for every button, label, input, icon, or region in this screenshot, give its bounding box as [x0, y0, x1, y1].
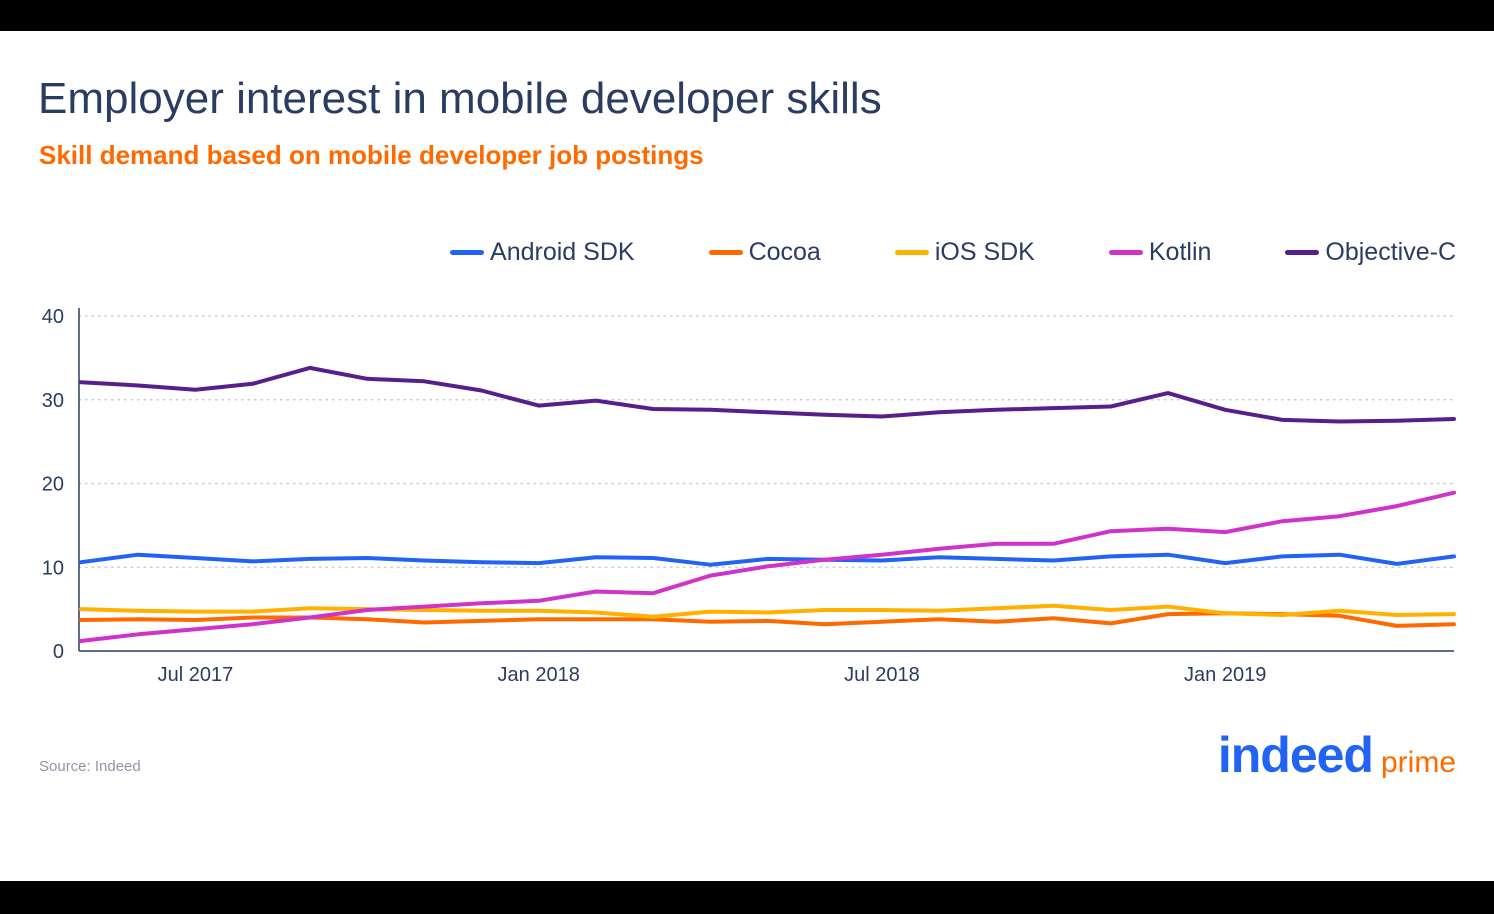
x-tick-label-2019-01: Jan 2019 — [1184, 664, 1266, 686]
logo-main-text: indeed — [1217, 727, 1374, 783]
y-tick-label-40: 40 — [42, 306, 64, 328]
series-line-ios-sdk — [79, 603, 1456, 619]
legend-item-ios-sdk: iOS SDK — [894, 238, 1035, 267]
legend-swatch-android-sdk — [450, 250, 485, 255]
chart-legend: Android SDK Cocoa iOS SDK Kotlin Objective-C — [450, 238, 1456, 267]
legend-swatch-kotlin — [1108, 250, 1143, 255]
legend-swatch-ios-sdk — [894, 250, 929, 255]
legend-swatch-cocoa — [708, 250, 743, 255]
y-tick-label-20: 20 — [42, 474, 64, 496]
legend-label-android-sdk: Android SDK — [490, 238, 635, 266]
series-line-kotlin — [79, 490, 1456, 643]
y-tick-label-10: 10 — [42, 557, 64, 579]
source-note: Source: Indeed — [39, 758, 141, 775]
legend-item-cocoa: Cocoa — [708, 238, 821, 267]
legend-swatch-objective-c — [1285, 250, 1320, 255]
x-tick-label-2017-07: Jul 2017 — [158, 664, 234, 686]
y-tick-label-0: 0 — [53, 641, 64, 663]
legend-label-objective-c: Objective-C — [1325, 238, 1456, 266]
indeed-prime-logo: indeed prime — [1218, 726, 1456, 784]
chart-frame — [0, 31, 1494, 881]
legend-label-ios-sdk: iOS SDK — [934, 238, 1035, 266]
chart-subtitle: Skill demand based on mobile developer j… — [39, 140, 704, 170]
legend-item-kotlin: Kotlin — [1108, 238, 1212, 267]
legend-item-objective-c: Objective-C — [1285, 238, 1456, 267]
y-tick-label-30: 30 — [42, 390, 64, 412]
legend-label-kotlin: Kotlin — [1148, 238, 1212, 266]
x-tick-label-2018-07: Jul 2018 — [844, 664, 920, 686]
logo-sub-text: prime — [1380, 746, 1456, 779]
legend-item-android-sdk: Android SDK — [450, 238, 635, 267]
series-line-objective-c — [79, 365, 1456, 424]
series-line-android-sdk — [79, 552, 1456, 567]
legend-label-cocoa: Cocoa — [748, 238, 821, 266]
chart-title: Employer interest in mobile developer sk… — [38, 74, 882, 123]
x-tick-label-2018-01: Jan 2018 — [498, 664, 580, 686]
